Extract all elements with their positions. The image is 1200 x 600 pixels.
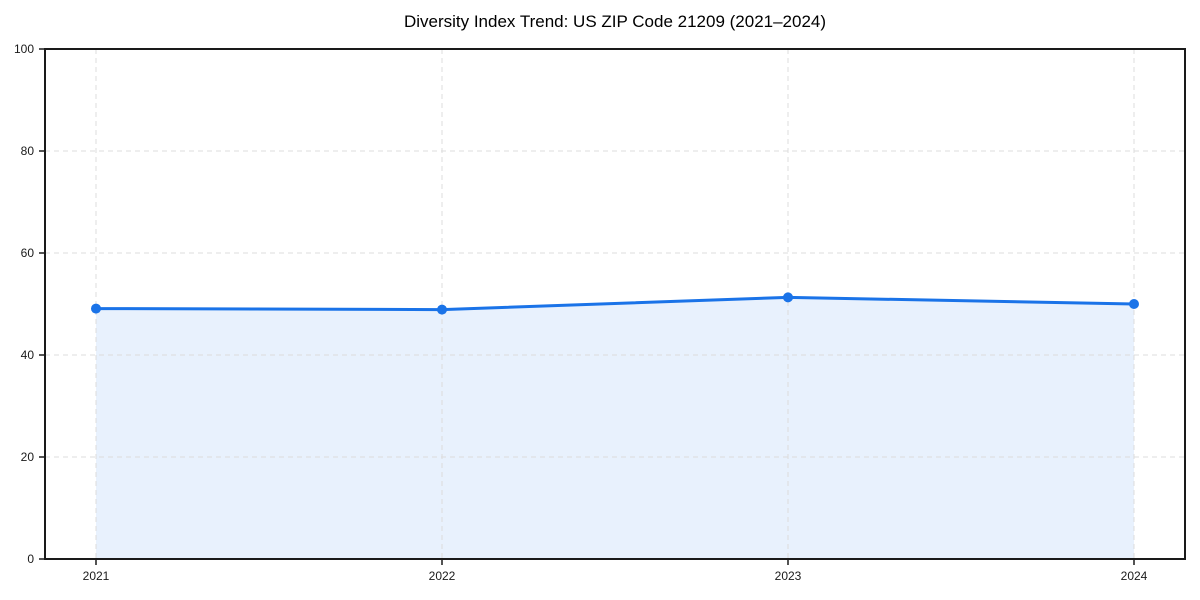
y-axis-tick-label: 60 bbox=[21, 246, 35, 260]
data-point-marker-2024 bbox=[1129, 299, 1139, 309]
plot-border bbox=[44, 48, 1186, 560]
trend-line bbox=[94, 295, 1136, 312]
y-axis-tick-label: 40 bbox=[21, 348, 35, 362]
y-axis-tick-label: 80 bbox=[21, 144, 35, 158]
x-axis-tick-label: 2022 bbox=[429, 569, 456, 583]
data-point-marker-2023 bbox=[783, 292, 793, 303]
x-axis-tick-label: 2023 bbox=[775, 569, 802, 583]
area-fill bbox=[96, 297, 1134, 559]
y-axis-tick-label: 20 bbox=[21, 450, 35, 464]
x-axis-tick-label: 2021 bbox=[83, 569, 110, 583]
y-axis-tick-label: 100 bbox=[14, 42, 34, 56]
data-point-marker-2021 bbox=[91, 303, 101, 314]
x-axis-tick-label: 2024 bbox=[1121, 569, 1148, 583]
chart-title: Diversity Index Trend: US ZIP Code 21209… bbox=[403, 12, 827, 31]
data-point-marker-2022 bbox=[437, 304, 447, 315]
y-axis-tick-label: 0 bbox=[27, 552, 34, 566]
